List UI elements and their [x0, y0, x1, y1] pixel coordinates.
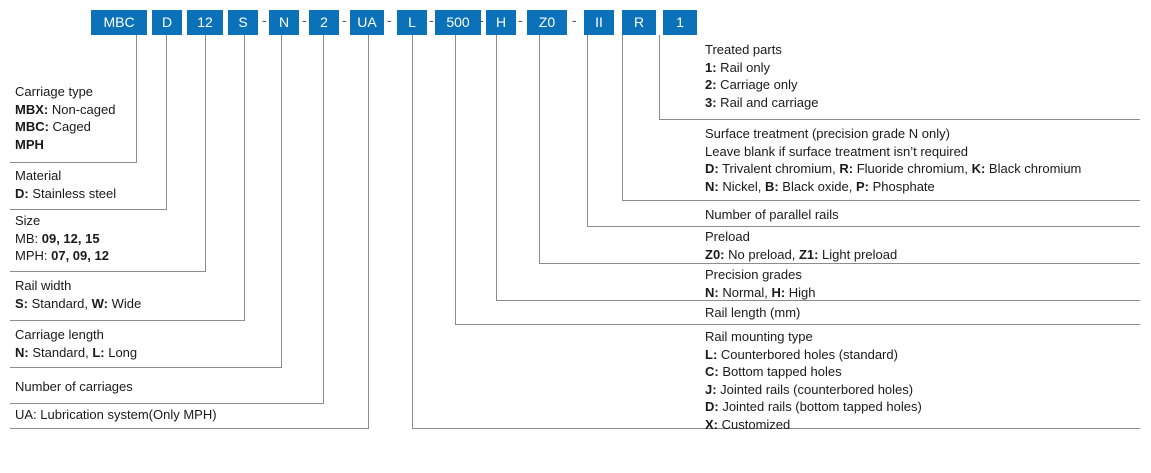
material-title: Material [15, 168, 62, 183]
material-block: Material D: Stainless steel [15, 167, 116, 202]
leader-line-lubrication [10, 35, 369, 429]
code-separator: - [429, 12, 434, 28]
carriage-type-mph: MPH [15, 136, 44, 152]
precision-block: Precision grades N: Normal, H: High [705, 266, 816, 301]
leader-line-mounting [412, 35, 1140, 429]
preload-block: Preload Z0: No preload, Z1: Light preloa… [705, 228, 897, 263]
rail-width-options: S: Standard, W: Wide [15, 295, 142, 311]
rail-width-title: Rail width [15, 278, 72, 293]
code-separator: - [302, 12, 307, 28]
size-mph: MPH: 07, 09, 12 [15, 248, 109, 263]
mounting-type-c: C: Bottom tapped holes [705, 364, 842, 379]
carriage-type-block: Carriage type MBX: Non-caged MBC: Caged … [15, 83, 115, 153]
rail-width-block: Rail width S: Standard, W: Wide [15, 277, 141, 312]
mounting-type-l: L: Counterbored holes (standard) [705, 346, 898, 362]
code-box-precision: H [486, 10, 516, 35]
surface-treatment-note: Leave blank if surface treatment isn’t r… [705, 143, 969, 159]
mounting-type-j: J: Jointed rails (counterbored holes) [705, 381, 914, 397]
code-separator: - [387, 12, 392, 28]
code-separator: - [479, 12, 484, 28]
size-block: Size MB: 09, 12, 15 MPH: 07, 09, 12 [15, 212, 109, 265]
lubrication-title: UA: Lubrication system(Only MPH) [15, 407, 217, 422]
preload-title: Preload [705, 229, 750, 244]
code-box-rail-width: S [228, 10, 258, 35]
size-title: Size [15, 213, 41, 228]
material-d: D: Stainless steel [15, 185, 117, 201]
code-box-rail-length: 500 [435, 10, 481, 35]
code-box-size: 12 [187, 10, 223, 35]
leader-line-treated-parts [659, 35, 1140, 120]
mounting-type-x: X: Customized [705, 416, 791, 432]
leader-line-precision [496, 35, 1140, 301]
code-box-mounting: L [397, 10, 427, 35]
surface-treatment-title: Surface treatment (precision grade N onl… [705, 126, 950, 141]
carriage-length-title: Carriage length [15, 327, 104, 342]
code-box-preload: Z0 [527, 10, 567, 35]
preload-options: Z0: No preload, Z1: Light preload [705, 246, 898, 262]
parallel-rails-title: Number of parallel rails [705, 207, 839, 222]
carriage-type-mbx: MBX: Non-caged [15, 101, 116, 117]
carriage-length-block: Carriage length N: Standard, L: Long [15, 326, 137, 361]
treated-parts-title: Treated parts [705, 42, 782, 57]
leader-line-rail-width [10, 35, 245, 321]
leader-line-size [10, 35, 206, 272]
rail-length-block: Rail length (mm) [705, 304, 800, 322]
code-separator: - [342, 12, 347, 28]
leader-line-surface-treatment [622, 35, 1140, 201]
treated-parts-block: Treated parts 1: Rail only 2: Carriage o… [705, 41, 818, 111]
code-box-lubrication: UA [350, 10, 384, 35]
code-box-treated-parts: 1 [663, 10, 697, 35]
code-box-num-carriages: 2 [309, 10, 339, 35]
code-box-carriage-length: N [269, 10, 299, 35]
leader-line-carriage-type [10, 35, 137, 163]
lubrication-block: UA: Lubrication system(Only MPH) [15, 406, 217, 424]
surface-treatment-options-2: N: Nickel, B: Black oxide, P: Phosphate [705, 178, 935, 194]
treated-parts-1: 1: Rail only [705, 59, 771, 75]
carriage-type-mbc: MBC: Caged [15, 119, 91, 134]
code-separator: - [518, 12, 523, 28]
parallel-rails-block: Number of parallel rails [705, 206, 839, 224]
code-separator: - [572, 12, 577, 28]
code-box-material: D [152, 10, 182, 35]
carriage-length-options: N: Standard, L: Long [15, 344, 138, 360]
precision-title: Precision grades [705, 267, 802, 282]
rail-length-title: Rail length (mm) [705, 305, 801, 320]
carriage-type-title: Carriage type [15, 84, 94, 99]
leader-line-parallel-rails [587, 35, 1140, 227]
leader-line-material [10, 35, 167, 210]
surface-treatment-block: Surface treatment (precision grade N onl… [705, 125, 1081, 195]
leader-line-rail-length [455, 35, 1140, 325]
size-mb: MB: 09, 12, 15 [15, 230, 100, 246]
code-box-series: MBC [91, 10, 147, 35]
mounting-type-block: Rail mounting type L: Counterbored holes… [705, 328, 922, 433]
code-separator: - [262, 12, 267, 28]
num-carriages-title: Number of carriages [15, 379, 133, 394]
code-box-surface-treatment: R [622, 10, 656, 35]
treated-parts-3: 3: Rail and carriage [705, 94, 819, 110]
leader-line-carriage-length [10, 35, 282, 368]
mounting-type-d: D: Jointed rails (bottom tapped holes) [705, 399, 922, 414]
num-carriages-block: Number of carriages [15, 378, 133, 396]
leader-line-num-carriages [10, 35, 324, 404]
surface-treatment-options-1: D: Trivalent chromium, R: Fluoride chrom… [705, 161, 1082, 176]
treated-parts-2: 2: Carriage only [705, 77, 798, 92]
mounting-type-title: Rail mounting type [705, 329, 813, 344]
precision-options: N: Normal, H: High [705, 284, 816, 300]
leader-line-preload [539, 35, 1140, 264]
code-box-parallel-rails: II [584, 10, 614, 35]
